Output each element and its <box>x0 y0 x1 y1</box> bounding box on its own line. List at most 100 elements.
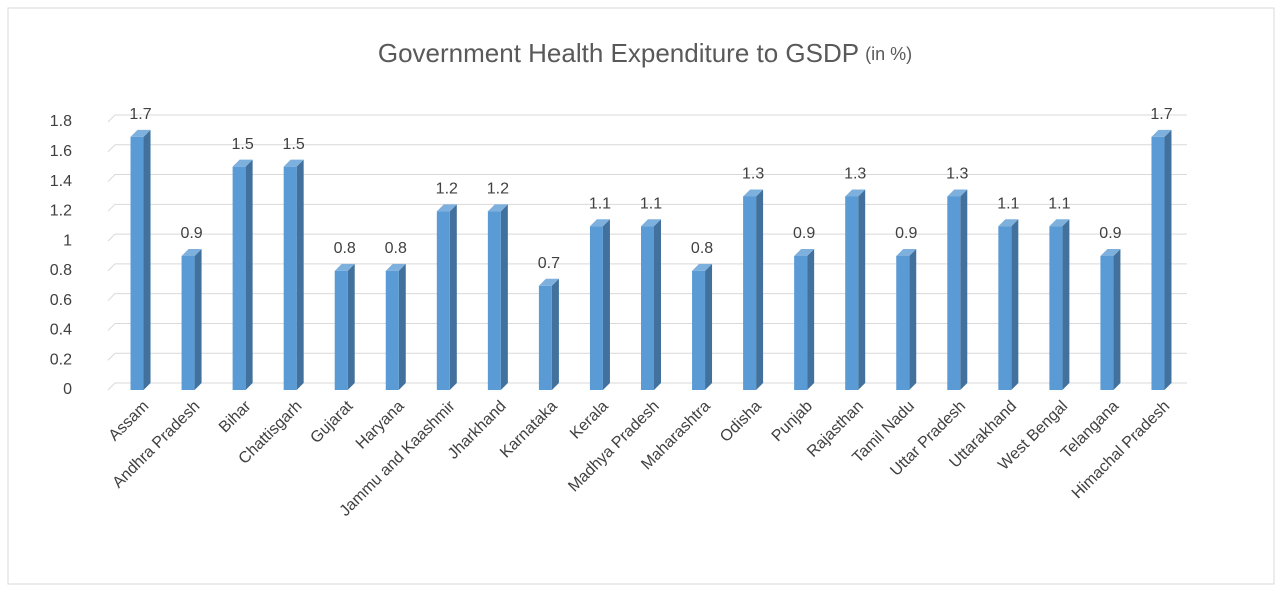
bar-side <box>1113 249 1121 390</box>
bar-side <box>194 249 202 390</box>
bar <box>1151 129 1172 390</box>
bar-top <box>487 204 508 212</box>
bar-side <box>705 263 713 390</box>
grid-line <box>107 114 1187 123</box>
bar-top <box>130 129 151 137</box>
bar <box>1049 219 1070 390</box>
y-tick-label: 1 <box>63 232 72 249</box>
bar <box>487 204 508 390</box>
grid-line <box>107 174 1187 182</box>
y-tick-label: 0.6 <box>50 292 72 309</box>
data-label: 1.1 <box>997 195 1019 212</box>
y-tick-label: 0.4 <box>50 322 72 339</box>
bar-front <box>232 166 246 390</box>
y-tick-label: 1.2 <box>50 203 72 220</box>
data-label: 0.8 <box>334 240 356 257</box>
grid-line <box>107 293 1187 302</box>
bar-side <box>960 189 968 390</box>
bar-top <box>794 249 815 256</box>
bar-top <box>232 159 253 167</box>
bar-side <box>449 204 457 390</box>
grid-line <box>107 263 1187 272</box>
bar-front <box>385 270 399 390</box>
bar <box>589 219 610 390</box>
data-label: 0.9 <box>895 225 917 242</box>
bar-side <box>347 263 355 390</box>
bar-front <box>283 166 297 390</box>
bar-front <box>1049 226 1063 390</box>
grid-line <box>107 322 1187 331</box>
bar <box>1100 249 1121 390</box>
y-tick-label: 1.4 <box>50 173 72 190</box>
data-label: 1.2 <box>436 181 458 198</box>
bar-side <box>858 189 866 390</box>
bar-top <box>436 204 457 212</box>
bar-front <box>1100 256 1114 390</box>
bar-top <box>641 219 661 227</box>
grid-line <box>107 203 1187 212</box>
bar <box>692 263 713 390</box>
y-tick-label: 1.8 <box>50 113 72 130</box>
bar-front <box>1151 136 1165 390</box>
bar-top <box>896 249 917 256</box>
bar-side <box>602 219 610 390</box>
bar-side <box>551 278 559 390</box>
bar-top <box>538 278 559 286</box>
bar-top <box>589 219 610 227</box>
bar-top <box>385 263 406 271</box>
bar-side <box>143 129 151 390</box>
data-label: 0.9 <box>793 225 815 242</box>
bar-side <box>807 249 815 390</box>
bar <box>998 219 1019 390</box>
bar-top <box>1049 219 1070 227</box>
bar <box>283 159 304 390</box>
data-label: 1.1 <box>640 195 662 212</box>
title-unit: (in %) <box>865 44 912 64</box>
bar <box>385 263 406 390</box>
bar-top <box>181 249 202 256</box>
data-label: 0.7 <box>538 255 560 272</box>
title-main: Government Health Expenditure to GSDP <box>378 38 859 68</box>
data-label: 1.5 <box>231 136 253 153</box>
bar <box>232 159 253 390</box>
bar-top <box>1151 129 1172 137</box>
data-label: 0.9 <box>1099 225 1121 242</box>
bar-front <box>896 256 910 390</box>
bar-side <box>909 249 917 390</box>
grid-line <box>107 233 1187 242</box>
bar-side <box>398 263 406 390</box>
bar-front <box>794 256 808 390</box>
bar-side <box>756 189 764 390</box>
bar-front <box>181 256 195 390</box>
grid-line <box>107 144 1187 153</box>
bar-side <box>500 204 508 390</box>
bar <box>181 249 202 390</box>
bar-front <box>692 270 706 390</box>
bar-front <box>130 136 144 390</box>
bar <box>896 249 917 390</box>
y-tick-label: 0.2 <box>50 351 72 368</box>
data-label: 0.9 <box>180 225 202 242</box>
bar-side <box>296 159 304 390</box>
bar-front <box>436 211 450 390</box>
bar-side <box>654 219 661 390</box>
bar-top <box>947 189 968 197</box>
bar <box>538 278 559 390</box>
chart-title: Government Health Expenditure to GSDP (in… <box>378 38 912 68</box>
data-label: 1.3 <box>844 166 866 183</box>
bar-top <box>743 189 764 197</box>
bar <box>436 204 457 390</box>
bar <box>641 219 661 390</box>
bar <box>334 263 355 390</box>
bar-top <box>1100 249 1121 256</box>
bar-front <box>641 226 654 390</box>
bar-side <box>1062 219 1070 390</box>
data-label: 1.5 <box>283 136 305 153</box>
bar <box>845 189 866 390</box>
bar-top <box>283 159 304 167</box>
bar-front <box>845 196 859 390</box>
bar-front <box>743 196 757 390</box>
bar <box>947 189 968 390</box>
bar <box>794 249 815 390</box>
